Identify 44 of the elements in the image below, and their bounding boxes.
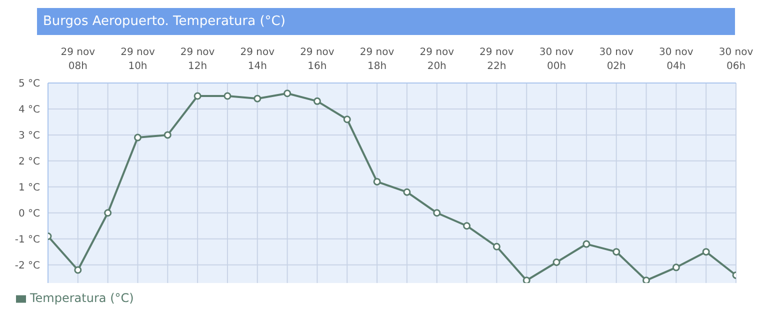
chart-title: Burgos Aeropuerto. Temperatura (°C) [37, 8, 735, 35]
x-tick-label: 29 nov 16h [300, 47, 334, 72]
point [254, 94, 262, 102]
y-tick-label: 5 °C [18, 78, 40, 90]
point [224, 92, 232, 100]
x-tick-label: 29 nov 20h [420, 47, 454, 72]
x-tick-label: 30 nov 04h [659, 47, 694, 72]
x-tick-label: 29 nov 14h [240, 47, 275, 72]
y-tick-label: 4 °C [18, 104, 40, 116]
point [313, 97, 321, 105]
x-tick-label: 30 nov 06h [718, 47, 754, 72]
point [343, 116, 351, 124]
y-tick-label: -2 °C [14, 260, 40, 272]
point [672, 264, 680, 272]
y-tick-label: 0 °C [18, 208, 40, 220]
point [522, 276, 530, 283]
point [194, 92, 202, 100]
point [702, 248, 710, 256]
y-tick-label: 2 °C [18, 156, 40, 168]
point [403, 188, 411, 196]
x-tick-label: 30 nov 02h [599, 47, 634, 72]
x-tick-label: 29 nov 08h [60, 47, 96, 72]
point [463, 222, 471, 230]
point [642, 276, 650, 283]
y-tick-label: 1 °C [18, 182, 40, 194]
point [552, 258, 560, 266]
point [433, 209, 441, 217]
y-tick-label: 3 °C [18, 130, 40, 142]
point [284, 90, 292, 98]
point [164, 131, 172, 139]
x-tick-label: 30 nov 00h [539, 47, 574, 72]
point [373, 178, 381, 186]
point [612, 248, 620, 256]
x-tick-label: 29 nov 10h [120, 47, 155, 72]
y-tick-label: -1 °C [14, 234, 40, 246]
point [492, 242, 500, 250]
x-tick-label: 29 nov 18h [360, 47, 394, 72]
point [74, 266, 82, 274]
x-tick-label: 29 nov 22h [480, 47, 514, 72]
x-tick-label: 29 nov 12h [180, 47, 215, 72]
legend-label: Temperatura (°C) [30, 291, 134, 305]
point [582, 240, 590, 248]
point [134, 134, 142, 142]
point [104, 209, 112, 217]
